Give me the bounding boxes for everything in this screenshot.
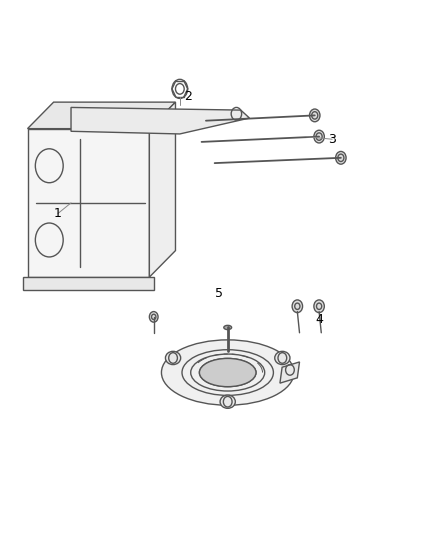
- Text: 1: 1: [54, 207, 62, 220]
- Ellipse shape: [224, 325, 232, 329]
- Ellipse shape: [162, 340, 294, 405]
- Ellipse shape: [166, 351, 180, 365]
- Polygon shape: [71, 108, 250, 134]
- Text: 4: 4: [315, 313, 323, 326]
- Polygon shape: [23, 277, 154, 290]
- Circle shape: [310, 109, 320, 122]
- Polygon shape: [28, 102, 176, 128]
- Circle shape: [149, 312, 158, 322]
- Circle shape: [314, 300, 324, 313]
- Circle shape: [292, 300, 303, 313]
- Polygon shape: [149, 102, 176, 277]
- Polygon shape: [28, 128, 149, 277]
- Circle shape: [314, 130, 324, 143]
- Ellipse shape: [199, 358, 256, 386]
- Ellipse shape: [275, 351, 290, 365]
- Circle shape: [336, 151, 346, 164]
- Polygon shape: [280, 362, 300, 383]
- Text: 3: 3: [328, 133, 336, 146]
- Ellipse shape: [220, 395, 235, 408]
- Text: 5: 5: [215, 287, 223, 300]
- Text: 2: 2: [184, 90, 192, 103]
